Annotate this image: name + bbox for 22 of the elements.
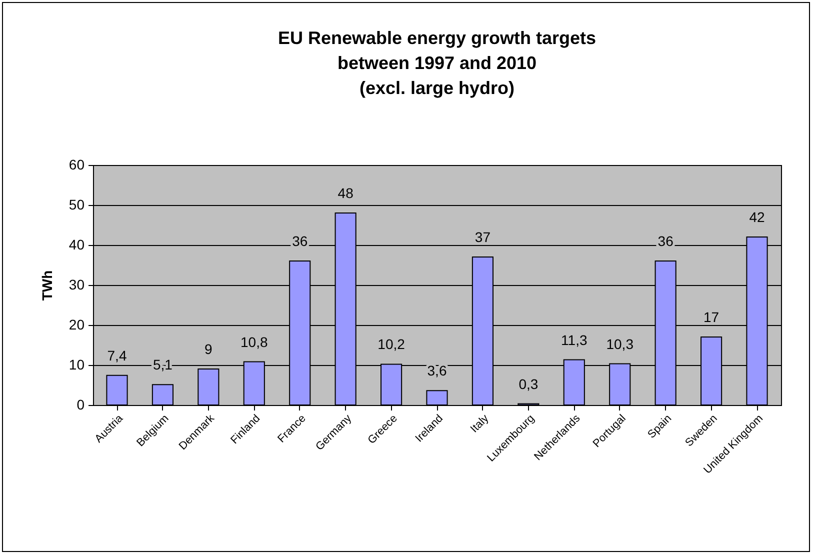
y-tick-label: 60 (68, 156, 85, 172)
data-label: 10,8 (240, 334, 268, 350)
data-label: 9 (204, 341, 213, 357)
data-label: 48 (338, 185, 354, 201)
data-label: 7,4 (107, 347, 127, 364)
y-tick-label: 10 (68, 356, 85, 372)
x-tick-label: Italy (468, 412, 492, 436)
data-label: 0,3 (518, 376, 538, 392)
y-axis-title: TWh (38, 270, 55, 301)
y-tick-label: 0 (76, 396, 85, 412)
data-label: 37 (474, 229, 491, 245)
y-tick-label: 20 (68, 316, 85, 332)
data-label: 10,2 (378, 336, 406, 352)
y-tick-label: 40 (68, 236, 85, 252)
y-tick-label: 30 (68, 276, 85, 292)
data-label: 42 (749, 209, 765, 225)
data-label: 11,3 (561, 332, 588, 348)
y-tick-label: 50 (68, 196, 85, 212)
data-label: 17 (703, 309, 720, 325)
data-label: 3,6 (427, 362, 447, 379)
data-label: 10,3 (606, 336, 634, 352)
chart-title: EU Renewable energy growth targets between 1997 and 2010 (excl. large hydro) (278, 28, 596, 98)
